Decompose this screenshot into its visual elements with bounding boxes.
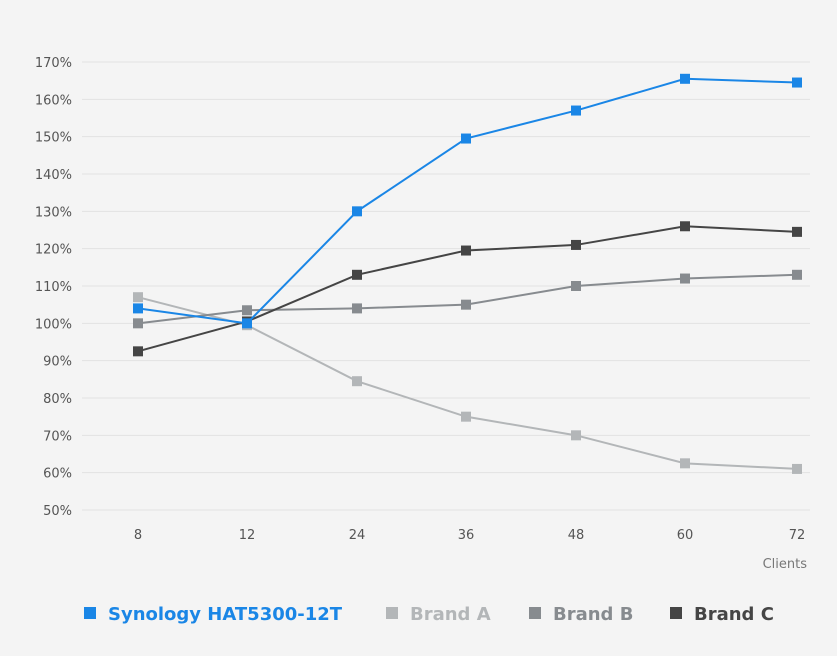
y-tick-label: 130%	[35, 205, 72, 220]
y-tick-label: 50%	[43, 504, 72, 519]
legend-label: Brand B	[553, 604, 633, 625]
data-point	[571, 105, 581, 116]
data-point	[133, 346, 143, 357]
legend-item: Brand A	[386, 604, 491, 625]
x-tick-label: 36	[458, 528, 475, 543]
data-point	[571, 239, 581, 250]
y-tick-label: 110%	[35, 280, 72, 295]
series-line	[137, 77, 798, 325]
y-tick-label: 90%	[43, 355, 72, 370]
data-point	[571, 281, 581, 291]
data-point	[792, 226, 802, 237]
data-point	[680, 458, 690, 469]
series	[133, 73, 802, 474]
data-point	[352, 376, 362, 387]
legend-label: Brand A	[410, 604, 491, 625]
x-tick-label: 48	[568, 528, 585, 543]
legend: Synology HAT5300-12T Brand A Brand B Brand …	[84, 604, 774, 625]
y-axis-ticks: 50% 60% 70% 80% 90% 100% 110% 120% 130% 140% 150% 1…	[35, 56, 72, 519]
series-1	[133, 292, 802, 474]
series-3	[133, 221, 802, 357]
x-tick-label: 24	[349, 528, 366, 543]
legend-item: Brand B	[529, 604, 633, 625]
legend-label: Brand C	[694, 604, 774, 625]
grid	[82, 61, 810, 511]
series-line	[137, 225, 798, 353]
data-point	[461, 245, 471, 256]
legend-item: Synology HAT5300-12T	[84, 604, 343, 625]
data-point	[352, 206, 362, 217]
series-0	[133, 73, 802, 329]
y-tick-label: 80%	[43, 392, 72, 407]
legend-label: Synology HAT5300-12T	[108, 604, 343, 625]
y-tick-label: 150%	[35, 131, 72, 146]
y-tick-label: 140%	[35, 168, 72, 183]
x-tick-label: 72	[789, 528, 806, 543]
data-point	[680, 221, 690, 232]
y-tick-label: 160%	[35, 93, 72, 108]
data-point	[792, 269, 802, 280]
data-point	[680, 273, 690, 284]
legend-swatch	[84, 607, 96, 619]
y-tick-label: 60%	[43, 467, 72, 482]
data-point	[133, 303, 143, 314]
series-2	[133, 269, 802, 329]
data-point	[242, 318, 252, 329]
data-point	[792, 77, 802, 88]
x-axis-ticks: 8 12 24 36 48 60 72	[134, 528, 805, 543]
y-tick-label: 170%	[35, 56, 72, 71]
y-tick-label: 120%	[35, 243, 72, 258]
data-point	[571, 430, 581, 441]
data-point	[242, 305, 252, 316]
data-point	[133, 292, 143, 303]
data-point	[680, 73, 690, 84]
data-point	[461, 299, 471, 310]
data-point	[352, 303, 362, 314]
data-point	[461, 133, 471, 144]
x-tick-label: 12	[239, 528, 256, 543]
y-tick-label: 100%	[35, 317, 72, 332]
legend-item: Brand C	[670, 604, 774, 625]
x-axis-title: Clients	[763, 557, 808, 572]
legend-swatch	[386, 607, 398, 619]
data-point	[133, 318, 143, 329]
legend-swatch	[529, 607, 541, 619]
x-tick-label: 60	[677, 528, 694, 543]
series-line	[137, 273, 798, 325]
y-tick-label: 70%	[43, 429, 72, 444]
legend-swatch	[670, 607, 682, 619]
x-tick-label: 8	[134, 528, 142, 543]
data-point	[352, 269, 362, 280]
data-point	[792, 463, 802, 474]
data-point	[461, 411, 471, 422]
